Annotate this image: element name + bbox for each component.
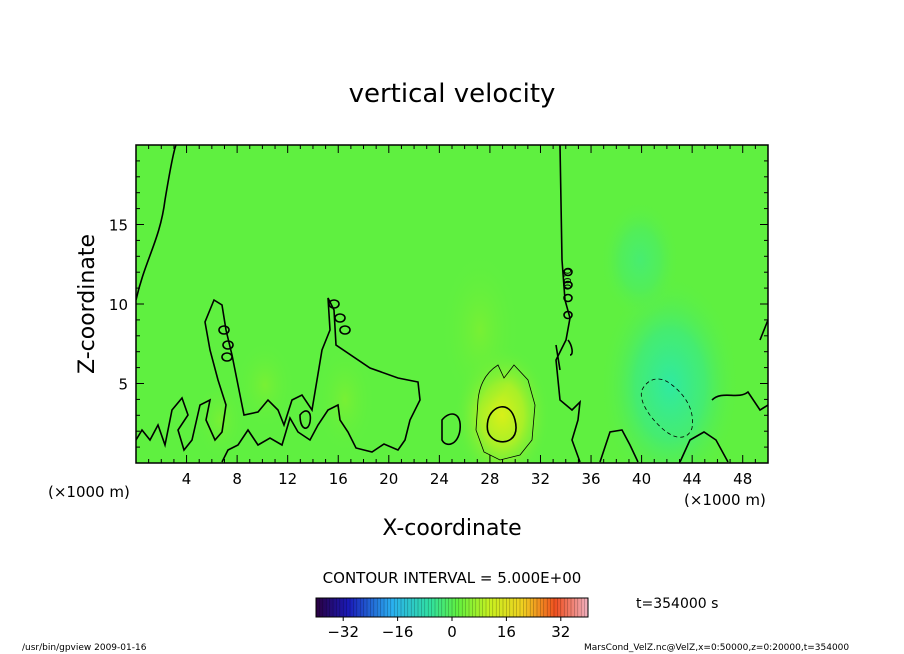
x-tick-label: 44: [683, 470, 702, 488]
y-axis-ticks: 5 10 15: [109, 160, 768, 448]
footer-right: MarsCond_VelZ.nc@VelZ,x=0:50000,z=0:2000…: [584, 643, 849, 653]
x-tick-label: 32: [531, 470, 550, 488]
time-stamp: t=354000 s: [636, 596, 718, 612]
x-tick-label: 20: [379, 470, 398, 488]
x-tick-label: 12: [278, 470, 297, 488]
x-tick-label: 16: [329, 470, 348, 488]
zero-contour-label: 0.00: [561, 268, 572, 290]
x-unit-right: (×1000 m): [684, 491, 766, 509]
zero-contours: [136, 145, 768, 463]
footer-left: /usr/bin/gpview 2009-01-16: [22, 643, 147, 653]
colorbar-tick-label: −32: [327, 623, 359, 641]
y-axis-label: Z-coordinate: [75, 234, 100, 374]
x-tick-label: 36: [581, 470, 600, 488]
negative-velocity-blob: [600, 275, 740, 463]
x-tick-label: 48: [733, 470, 752, 488]
x-tick-label: 40: [632, 470, 651, 488]
chart-title: vertical velocity: [349, 79, 556, 109]
x-tick-label: 8: [232, 470, 242, 488]
colorbar-tick-label: 32: [551, 623, 570, 641]
contour-interval: CONTOUR INTERVAL = 5.000E+00: [323, 569, 582, 587]
positive-contours: [475, 364, 536, 461]
y-tick-label: 5: [118, 376, 128, 394]
x-tick-label: 4: [182, 470, 192, 488]
x-axis-ticks: 4 8 12 16 20 24 28 32 36 40 44 48: [148, 145, 756, 488]
x-tick-label: 28: [480, 470, 499, 488]
negative-contours: [640, 378, 693, 438]
x-unit-left: (×1000 m): [48, 483, 130, 501]
y-tick-label: 15: [109, 217, 128, 235]
colorbar: −32 −16 0 16 32: [315, 597, 589, 641]
colorbar-tick-label: −16: [382, 623, 414, 641]
x-axis-label: X-coordinate: [382, 516, 521, 541]
plot-area: 0.00: [136, 145, 768, 463]
x-tick-label: 24: [430, 470, 449, 488]
y-tick-label: 10: [109, 296, 128, 314]
colorbar-tick-label: 16: [497, 623, 516, 641]
colorbar-tick-label: 0: [447, 623, 457, 641]
